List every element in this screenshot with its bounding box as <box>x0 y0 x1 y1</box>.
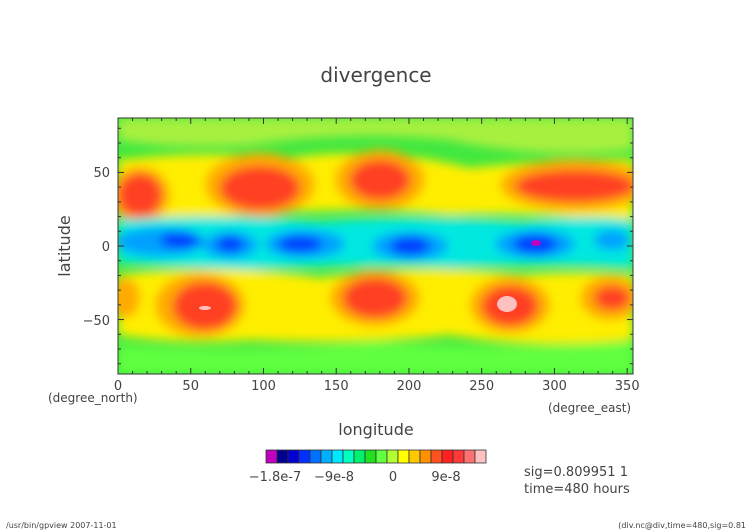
y-tick-labels: 50 0 −50 <box>83 166 110 329</box>
colorbar-swatch <box>463 449 476 464</box>
colorbar-swatch <box>441 449 454 464</box>
colorbar-swatch <box>276 449 289 464</box>
x-tick-label: 300 <box>542 379 567 394</box>
footer-left: /usr/bin/gpview 2007-11-01 <box>6 521 117 530</box>
contour-field <box>118 118 633 374</box>
x-tick-labels: 0 50 100 150 200 250 300 350 <box>114 379 640 394</box>
colorbar-label: −9e-8 <box>314 470 354 485</box>
x-unit-label: (degree_east) <box>548 401 631 415</box>
sig-annotation: sig=0.809951 1 <box>524 465 628 480</box>
colorbar-swatch <box>397 449 410 464</box>
x-tick-label: 0 <box>114 379 122 394</box>
y-tick-label: 50 <box>93 166 110 181</box>
colorbar-swatch <box>309 449 322 464</box>
colorbar-swatch <box>353 449 366 464</box>
colorbar-swatch <box>419 449 432 464</box>
y-axis-label: latitude <box>55 215 74 276</box>
x-axis-label: longitude <box>338 420 413 439</box>
colorbar-label: −1.8e-7 <box>249 470 302 485</box>
colorbar <box>265 449 487 464</box>
chart-title: divergence <box>320 63 431 87</box>
colorbar-swatch <box>342 449 355 464</box>
colorbar-swatch <box>430 449 443 464</box>
colorbar-swatch <box>320 449 333 464</box>
y-tick-label: −50 <box>83 314 110 329</box>
colorbar-swatch <box>364 449 377 464</box>
x-tick-label: 250 <box>469 379 494 394</box>
colorbar-swatch <box>298 449 311 464</box>
colorbar-swatch <box>375 449 388 464</box>
plot-frame <box>117 117 634 375</box>
colorbar-label: 0 <box>389 470 397 485</box>
x-tick-label: 50 <box>182 379 199 394</box>
colorbar-swatch <box>287 449 300 464</box>
y-unit-label: (degree_north) <box>48 391 138 405</box>
colorbar-swatch <box>408 449 421 464</box>
x-tick-label: 350 <box>615 379 640 394</box>
colorbar-label: 9e-8 <box>431 470 460 485</box>
time-annotation: time=480 hours <box>524 482 630 497</box>
footer-right: (div.nc@div,time=480,sig=0.81 <box>618 521 746 530</box>
colorbar-swatch <box>386 449 399 464</box>
colorbar-swatch <box>452 449 465 464</box>
x-tick-label: 200 <box>397 379 422 394</box>
colorbar-swatch <box>474 449 487 464</box>
y-tick-label: 0 <box>102 240 110 255</box>
colorbar-swatch <box>331 449 344 464</box>
colorbar-swatch <box>265 449 278 464</box>
x-tick-label: 150 <box>324 379 349 394</box>
x-tick-label: 100 <box>251 379 276 394</box>
